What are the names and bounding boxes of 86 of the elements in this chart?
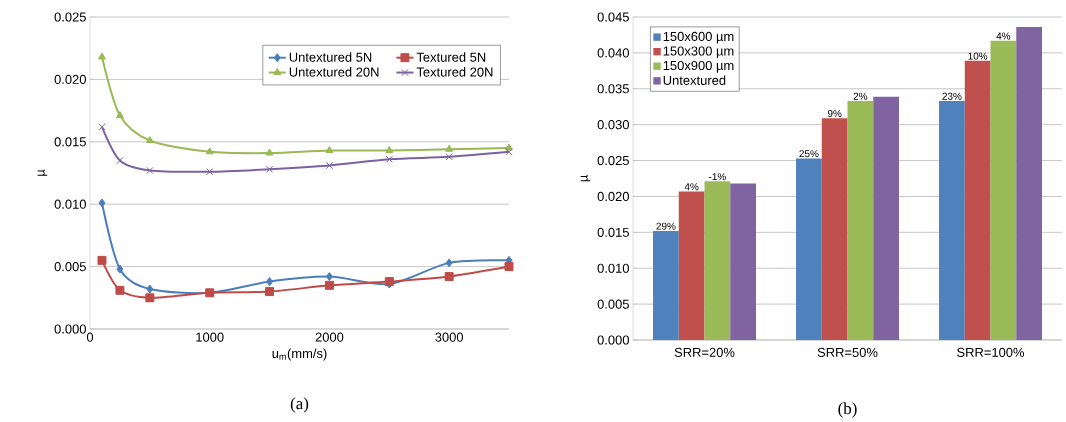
point [98,198,106,208]
y-tick-label: 0.005 [597,299,629,309]
y-tick-label: 0.010 [597,263,629,273]
x-tick-label: SRR=100% [957,347,1025,357]
y-tick-label: 0.025 [54,12,86,22]
point [444,272,454,282]
legend-label: Textured 20N [416,67,493,77]
x-tick-label: 2000 [315,332,344,342]
point [145,136,154,144]
legend-label: 150x300 µm [663,46,734,59]
x-tick-label: 1000 [196,332,224,342]
point [98,52,106,60]
point [116,264,124,274]
bar [964,60,991,340]
point [145,293,155,303]
y-tick-label: 0.015 [597,227,629,237]
point [445,258,453,268]
x-axis-title: u$_{m}$(mm/s) [272,348,327,361]
y-tick-label: 0.040 [597,48,629,58]
legend-label: 150x900 µm [663,60,734,73]
annotation: 23% [942,92,962,100]
y-tick-label: 0.010 [54,199,86,209]
y-tick-label: 0.025 [597,155,629,166]
x-tick-label: SRR=50% [817,347,878,357]
bar [847,100,874,340]
point [115,285,125,295]
y-tick-label: 0.015 [54,137,86,147]
annotation: 4% [996,32,1011,40]
point [325,146,334,154]
legend-label: Untextured [663,75,726,85]
bar [1016,27,1042,340]
point [266,277,274,287]
point [265,287,275,297]
y-tick-label: 0.045 [597,12,629,22]
text: (a) [290,397,309,413]
point [445,144,454,152]
y-tick-label: 0.020 [54,74,86,84]
point [445,153,453,161]
annotation: 29% [656,222,676,230]
bar [678,191,705,340]
point [205,147,214,155]
y-tick-label: 0.020 [597,191,629,202]
y-axis-title: µ [580,175,591,182]
point [206,168,214,176]
y-tick-label: 0.035 [597,84,629,94]
point [265,165,274,173]
point [505,148,513,156]
point [98,123,106,131]
legend-label: Untextured 20N [289,67,379,77]
text: (b) [838,402,857,418]
point [265,148,274,156]
point [385,155,393,163]
y-tick-label: 0.000 [54,324,86,334]
annotation: 2% [853,92,868,100]
legend-label: Textured 5N [416,52,486,62]
bar [653,230,679,340]
bar [821,118,848,340]
x-tick-label: 0 [86,332,94,342]
x-tick-label: 3000 [435,332,464,342]
point [97,255,107,265]
point [504,262,514,272]
y-tick-label: 0.000 [597,335,629,345]
y-tick-label: 0.030 [597,120,629,130]
annotation: 10% [968,52,988,60]
bar [873,96,899,340]
point [385,146,394,154]
annotation: -1% [708,173,726,181]
point [324,280,334,290]
point [146,166,154,175]
bar [990,40,1017,340]
annotation: 9% [827,109,842,118]
point [146,284,154,294]
bar [704,181,731,340]
point [325,272,333,282]
annotation: 25% [799,150,819,158]
annotation: 4% [684,183,699,191]
legend-label: 150x600 µm [663,31,734,44]
bar [796,158,822,340]
point [116,156,124,165]
legend-label: Untextured 5N [289,52,372,62]
y-tick-label: 0.005 [54,262,86,272]
bar [939,100,965,340]
x-tick-label: SRR=20% [674,347,735,357]
y-axis-title: µ [37,169,48,176]
point [115,111,124,119]
bar [730,183,756,340]
